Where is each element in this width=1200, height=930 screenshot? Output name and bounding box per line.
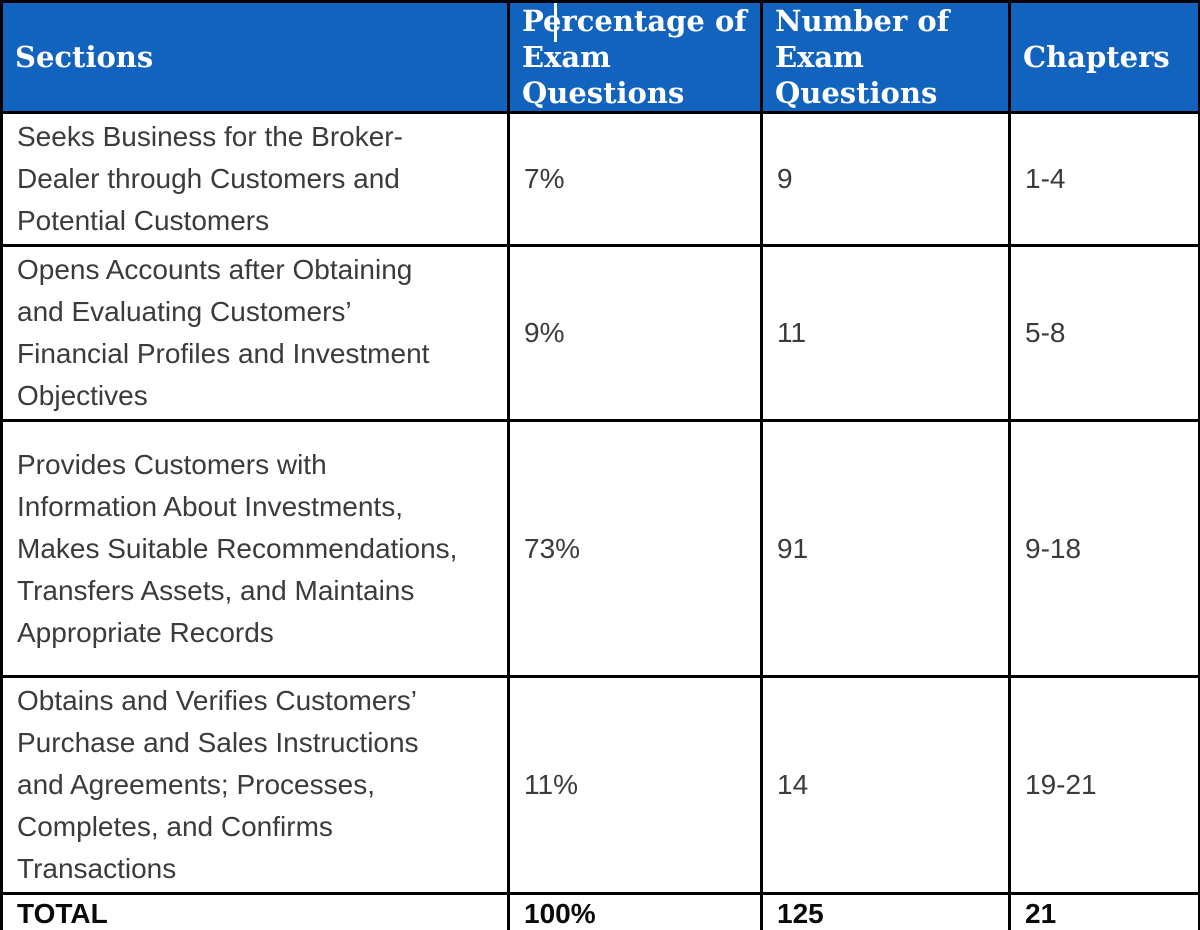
total-chapters-cell[interactable]: 21 — [1008, 892, 1200, 930]
chapters-cell[interactable]: 19-21 — [1008, 675, 1200, 895]
chapters-cell[interactable]: 9-18 — [1008, 419, 1200, 678]
table-row: Obtains and Verifies Customers’ Purchase… — [0, 675, 1200, 895]
column-header-chapters[interactable]: Chapters — [1008, 0, 1200, 114]
questions-cell[interactable]: 11 — [760, 244, 1011, 422]
total-questions-cell[interactable]: 125 — [760, 892, 1011, 930]
total-row: TOTAL 100% 125 21 — [0, 892, 1200, 930]
chapters-cell[interactable]: 5-8 — [1008, 244, 1200, 422]
questions-cell[interactable]: 14 — [760, 675, 1011, 895]
column-header-percentage[interactable]: Percentage of Exam Questions — [507, 0, 763, 114]
column-header-number[interactable]: Number of Exam Questions — [760, 0, 1011, 114]
table-row: Provides Customers with Information Abou… — [0, 419, 1200, 678]
table-row: Seeks Business for the Broker-Dealer thr… — [0, 111, 1200, 247]
questions-cell[interactable]: 91 — [760, 419, 1011, 678]
questions-cell[interactable]: 9 — [760, 111, 1011, 247]
chapters-cell[interactable]: 1-4 — [1008, 111, 1200, 247]
section-cell[interactable]: Obtains and Verifies Customers’ Purchase… — [0, 675, 510, 895]
section-cell[interactable]: Provides Customers with Information Abou… — [0, 419, 510, 678]
percentage-cell[interactable]: 7% — [507, 111, 763, 247]
table-row: Opens Accounts after Obtaining and Evalu… — [0, 244, 1200, 422]
column-header-sections[interactable]: Sections — [0, 0, 510, 114]
percentage-cell[interactable]: 73% — [507, 419, 763, 678]
total-label-cell[interactable]: TOTAL — [0, 892, 510, 930]
section-cell[interactable]: Seeks Business for the Broker-Dealer thr… — [0, 111, 510, 247]
section-cell[interactable]: Opens Accounts after Obtaining and Evalu… — [0, 244, 510, 422]
text-cursor — [554, 3, 557, 42]
table-header-row: Sections Percentage of Exam Questions Nu… — [0, 0, 1200, 114]
total-percentage-cell[interactable]: 100% — [507, 892, 763, 930]
percentage-cell[interactable]: 11% — [507, 675, 763, 895]
percentage-cell[interactable]: 9% — [507, 244, 763, 422]
